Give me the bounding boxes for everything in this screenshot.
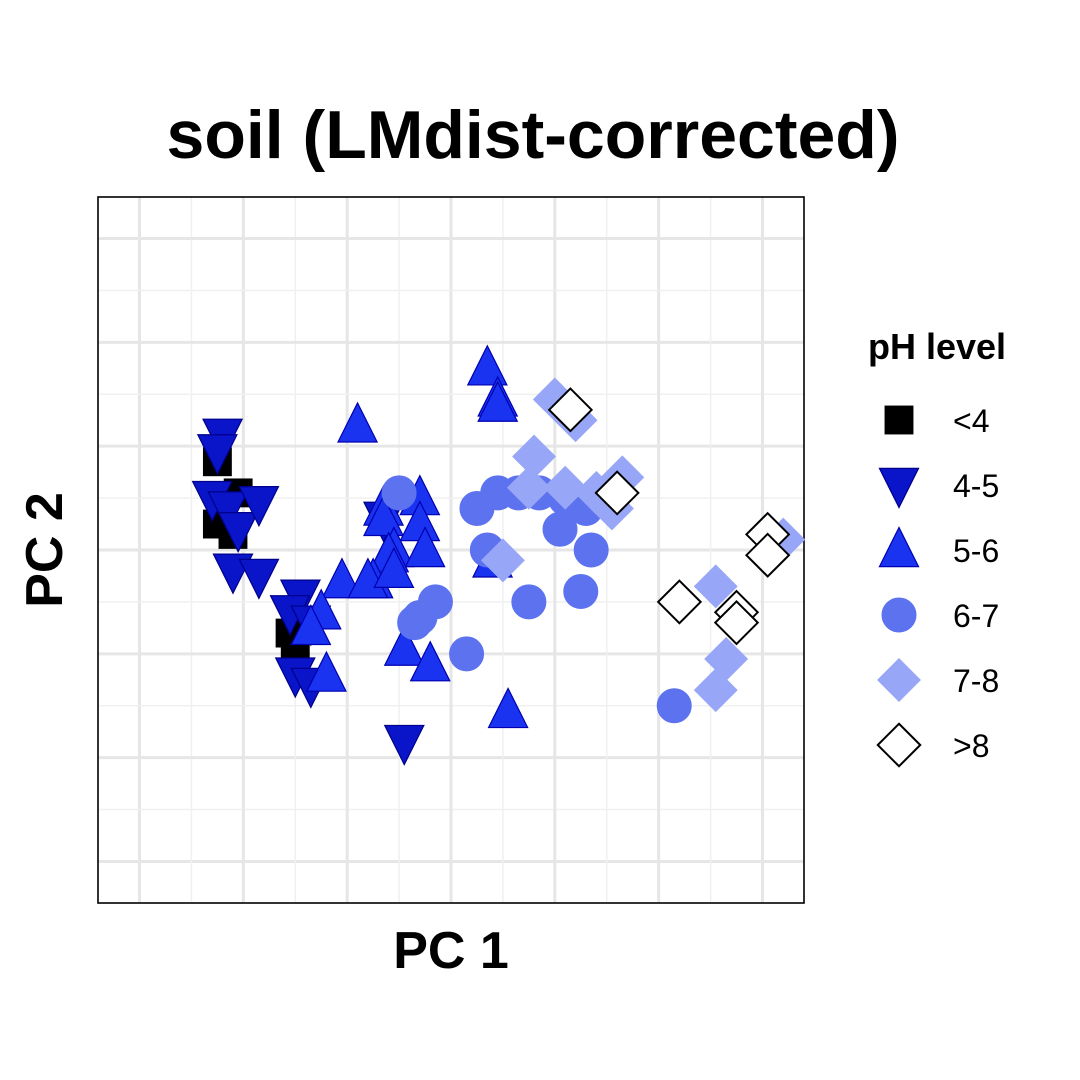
data-point <box>404 526 446 568</box>
legend-title: pH level <box>868 326 1006 367</box>
data-point <box>713 600 760 646</box>
legend-item: <4 <box>884 403 989 439</box>
legend-item: >8 <box>876 722 989 768</box>
data-point <box>362 495 405 537</box>
legend-key <box>881 597 917 633</box>
data-point <box>381 475 417 511</box>
data-point <box>402 599 438 635</box>
data-point <box>477 380 519 422</box>
data-point <box>511 584 547 620</box>
y-axis-label: PC 2 <box>16 492 74 608</box>
data-point <box>290 604 332 646</box>
data-point <box>466 344 508 386</box>
series-6 <box>547 387 791 646</box>
data-point <box>547 387 594 433</box>
legend-label: >8 <box>953 728 989 764</box>
data-point <box>693 564 738 609</box>
data-points <box>191 344 806 766</box>
legend-key <box>884 405 914 435</box>
data-point <box>480 538 525 583</box>
legend-key <box>877 658 921 702</box>
data-point <box>656 688 692 724</box>
data-point <box>656 579 703 625</box>
legend-label: 6-7 <box>953 598 999 634</box>
legend-items: <4 4-5 5-6 6-7 7-8 >8 <box>876 403 999 768</box>
legend-label: <4 <box>953 403 989 439</box>
legend-key <box>878 526 920 568</box>
data-point <box>305 650 347 692</box>
data-point <box>693 668 738 713</box>
data-point <box>543 465 588 510</box>
data-point <box>744 532 791 578</box>
legend-item: 4-5 <box>878 467 999 509</box>
data-point <box>238 486 280 528</box>
data-point <box>573 532 609 568</box>
legend-key <box>878 467 920 509</box>
legend-item: 5-6 <box>878 526 999 569</box>
data-point <box>506 465 551 510</box>
data-point <box>383 724 425 766</box>
legend-label: 4-5 <box>953 468 999 504</box>
legend-label: 7-8 <box>953 663 999 699</box>
legend-item: 6-7 <box>881 597 999 634</box>
data-point <box>373 546 415 588</box>
legend-key <box>876 722 922 768</box>
data-point <box>207 491 249 533</box>
data-point <box>347 557 389 599</box>
data-point <box>238 558 280 600</box>
series-5 <box>480 377 806 713</box>
data-point <box>487 687 529 729</box>
data-point <box>217 512 259 554</box>
grid-lines <box>98 197 804 903</box>
plot-panel <box>97 196 805 904</box>
legend-item: 7-8 <box>877 658 999 702</box>
data-point <box>594 470 640 516</box>
data-point <box>563 574 599 610</box>
data-point <box>337 401 379 443</box>
legend-label: 5-6 <box>953 533 999 569</box>
data-point <box>321 557 363 599</box>
legend: pH level <4 4-5 5-6 6-7 7-8 >8 <box>868 326 1006 768</box>
data-point <box>449 636 485 672</box>
data-point <box>409 640 451 682</box>
chart-title: soil (LMdist-corrected) <box>167 97 900 173</box>
data-point <box>542 511 578 547</box>
data-point <box>196 434 238 476</box>
data-point <box>383 624 425 666</box>
x-axis-label: PC 1 <box>393 922 509 980</box>
